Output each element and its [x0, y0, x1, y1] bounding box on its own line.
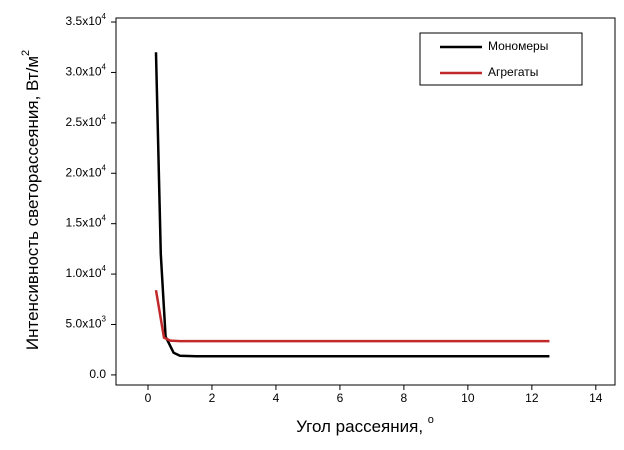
y-tick-label-sup: 4 [102, 113, 107, 122]
y-tick-label-sup: 4 [102, 264, 107, 273]
x-axis-label-text: Угол рассеяния, [296, 417, 428, 436]
plot-frame [115, 17, 616, 386]
x-tick-label: 14 [589, 391, 603, 405]
y-tick-label: 0.0 [89, 367, 106, 381]
legend-label: Агрегаты [488, 65, 538, 79]
series-line [154, 52, 550, 358]
x-tick-label: 12 [525, 391, 539, 405]
y-tick-label-sup: 3 [102, 315, 107, 324]
y-tick-label-text: 2.0x10 [66, 165, 102, 179]
y-tick-label-text: 3.0x10 [66, 65, 102, 79]
y-tick-label-text: 1.0x10 [66, 266, 102, 280]
y-axis-label-sup: 2 [20, 50, 32, 56]
x-tick-label: 4 [273, 391, 280, 405]
x-axis-label-sup: o [428, 414, 434, 426]
y-tick-label: 2.0x104 [66, 163, 107, 179]
y-axis-label-text: Интенсивность светорассеяния, Вт/м [23, 56, 42, 350]
y-tick-label-text: 5.0x10 [66, 317, 102, 331]
y-tick-label: 3.0x104 [66, 63, 107, 79]
legend-box [419, 32, 583, 86]
y-tick-label: 2.5x104 [66, 113, 107, 129]
y-tick-label-text: 3.5x10 [66, 14, 102, 28]
y-tick-label-sup: 4 [102, 214, 107, 223]
y-tick-label-sup: 4 [102, 163, 107, 172]
legend-label: Мономеры [488, 39, 548, 53]
y-tick-label-text: 2.5x10 [66, 115, 102, 129]
x-axis-label: Угол рассеяния, o [296, 414, 434, 437]
y-tick-label-text: 1.5x10 [66, 216, 102, 230]
y-tick-label: 1.5x104 [66, 214, 107, 230]
x-tick-label: 8 [401, 391, 408, 405]
y-tick-label: 1.0x104 [66, 264, 107, 280]
x-tick-label: 0 [145, 391, 152, 405]
y-axis-label: Интенсивность светорассеяния, Вт/м2 [20, 50, 43, 350]
x-tick-label: 10 [461, 391, 475, 405]
y-tick-label-sup: 4 [102, 12, 107, 21]
x-tick-label: 6 [337, 391, 344, 405]
series-line [154, 290, 550, 343]
x-tick-label: 2 [209, 391, 216, 405]
y-tick-label: 5.0x103 [66, 315, 107, 331]
y-tick-label: 3.5x104 [66, 12, 107, 28]
y-tick-label-text: 0.0 [89, 367, 106, 381]
y-tick-label-sup: 4 [102, 63, 107, 72]
